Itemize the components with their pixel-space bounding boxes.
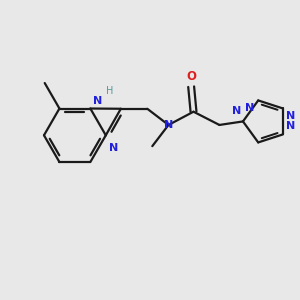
Text: O: O	[186, 70, 196, 83]
Text: N: N	[286, 122, 296, 131]
Text: H: H	[106, 86, 113, 96]
Text: N: N	[286, 111, 296, 122]
Text: N: N	[232, 106, 242, 116]
Text: N: N	[245, 103, 255, 113]
Text: N: N	[109, 142, 119, 153]
Text: N: N	[93, 96, 103, 106]
Text: N: N	[164, 120, 173, 130]
